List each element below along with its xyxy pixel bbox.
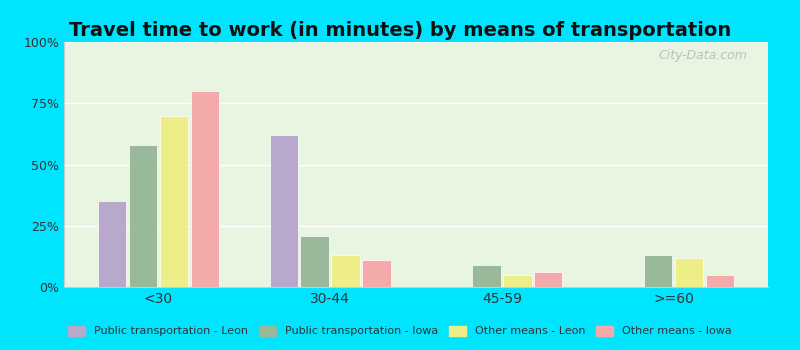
Legend: Public transportation - Leon, Public transportation - Iowa, Other means - Leon, : Public transportation - Leon, Public tra… [64,321,736,341]
Bar [270,135,298,287]
Bar [160,116,188,287]
Bar [190,91,219,287]
Bar [534,272,562,287]
Bar [98,201,126,287]
Bar [644,255,672,287]
Text: Travel time to work (in minutes) by means of transportation: Travel time to work (in minutes) by mean… [69,21,731,40]
Bar [503,275,531,287]
Bar [472,265,501,287]
Bar [674,258,703,287]
Text: City-Data.com: City-Data.com [658,49,747,62]
Bar [706,275,734,287]
Bar [129,145,158,287]
Bar [301,236,329,287]
Bar [331,255,360,287]
Bar [362,260,390,287]
